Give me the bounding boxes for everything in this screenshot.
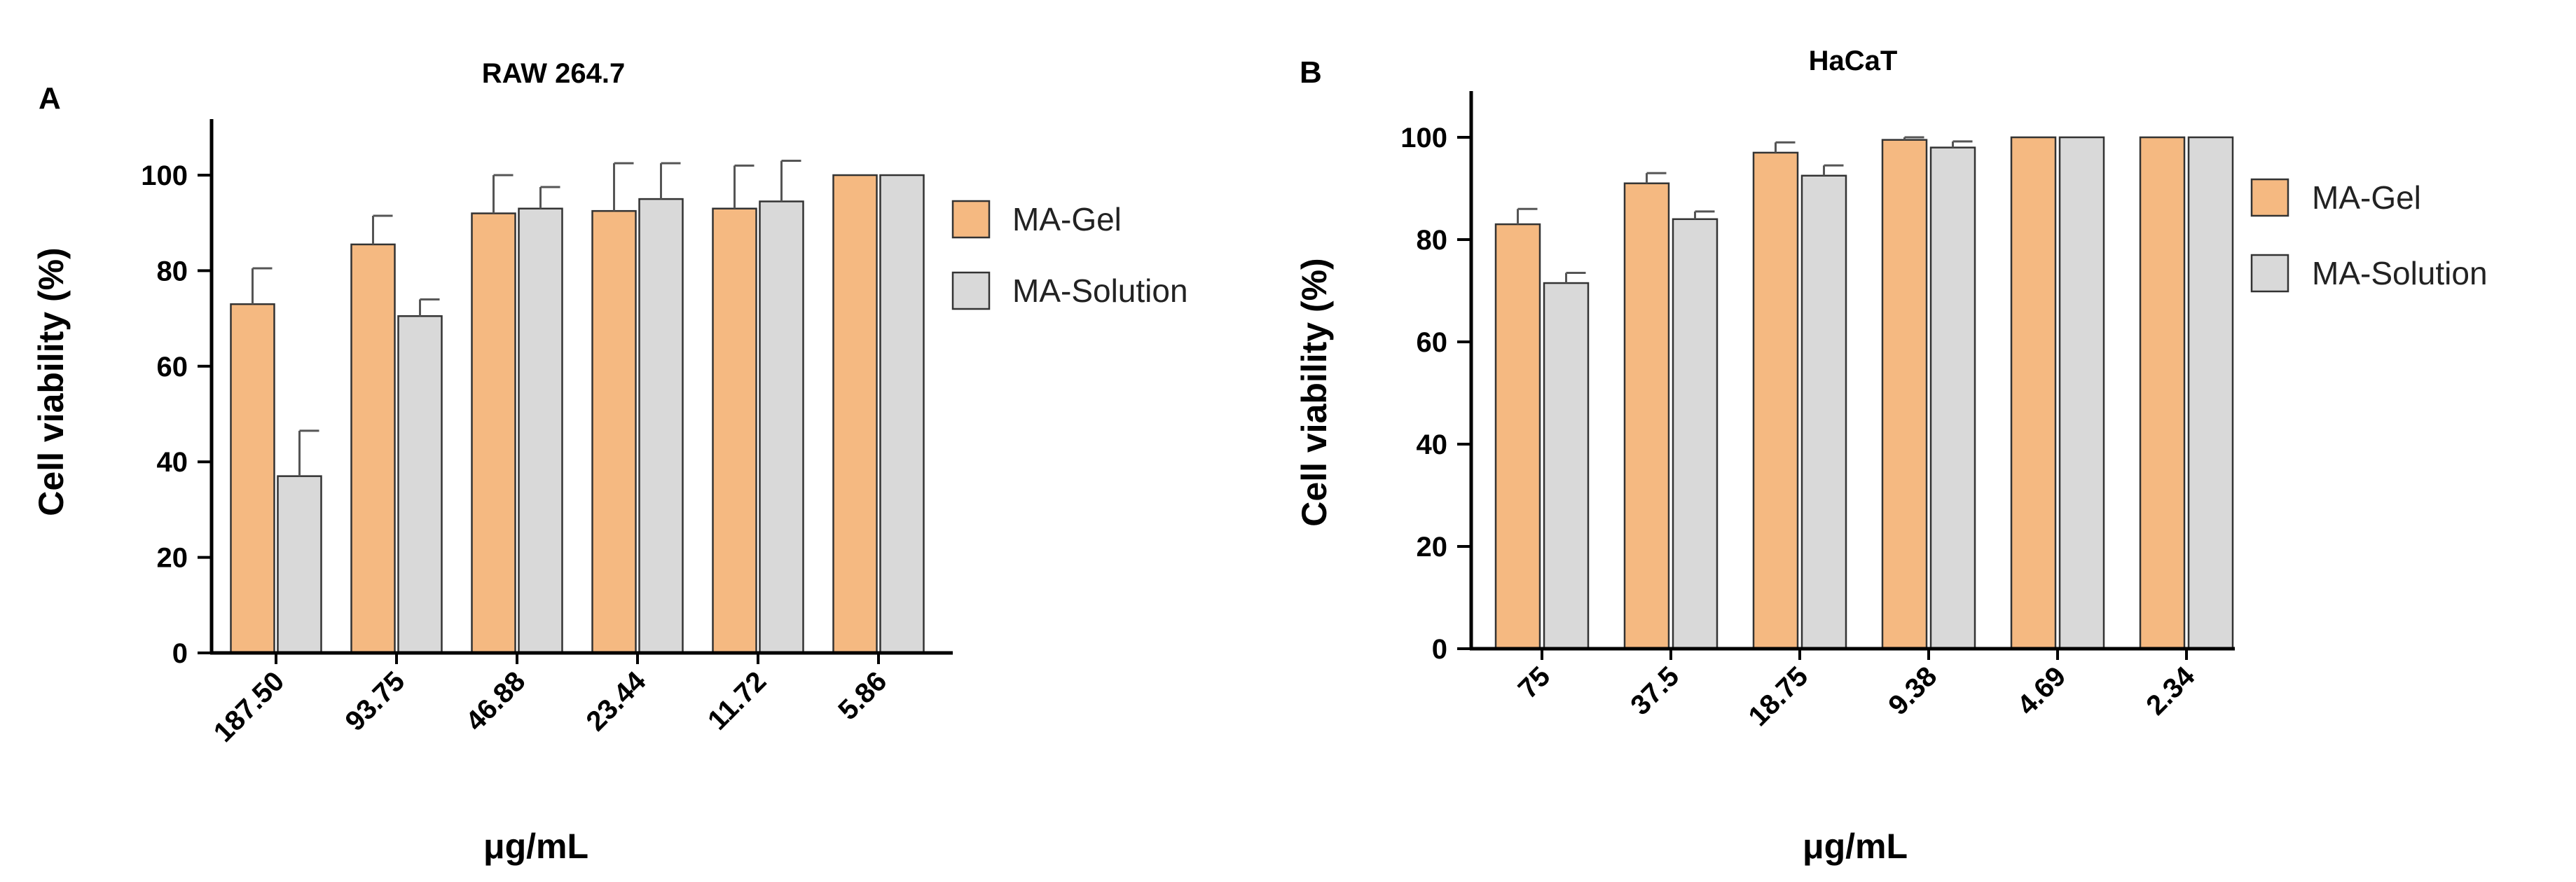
panel-b-ytick-label: 0 [1432,634,1447,665]
panel-a-bar-gel [591,209,637,654]
panel-b-letter: B [1300,55,1322,90]
panel-a-bars-layer [230,160,925,654]
panel-a-error-bar-solution [298,429,319,476]
panel-b-ytick-label: 80 [1417,225,1448,256]
panel-b-xtick-label: 37.5 [1625,661,1685,721]
panel-a-error-bar-solution [780,160,801,202]
panel-a-error-bar-gel [733,164,755,209]
panel-a-ytick-label: 40 [157,447,188,478]
panel-a-error-bar-gel [252,267,273,305]
panel-b-bar-solution [1543,282,1590,650]
panel-a-error-bar-solution [539,186,560,209]
panel-a-xtick-label: 5.86 [832,666,893,726]
panel-a-legend-solution-swatch [951,271,991,310]
panel-a-xtick-label: 93.75 [339,666,411,737]
panel-a-letter: A [39,81,61,116]
panel-a-legend-gel-swatch [951,200,991,239]
panel-b-xtick-label: 9.38 [1882,661,1943,721]
panel-b-bar-solution [1800,174,1847,650]
panel-a-bar-gel [350,243,396,654]
panel-a-xtick-label: 46.88 [460,666,531,737]
panel-b-xtick-label: 75 [1513,661,1557,705]
panel-a-bar-solution [277,475,322,654]
panel-a: A RAW 264.7 Cell viability (%) μg/mL 0 20… [32,58,1188,866]
panel-a-bar-solution [397,315,443,654]
panel-a-legend-solution-label: MA-Solution [1012,273,1188,309]
panel-a-ytick-label: 60 [157,352,188,383]
panel-a-xtick-label: 11.72 [702,666,772,736]
panel-a-xlabel: μg/mL [483,827,588,866]
panel-a-error-bar-solution [660,162,681,200]
panel-b-error-bar-solution [1823,164,1844,176]
panel-a-bar-gel [712,207,757,654]
panel-a-ytick-label: 20 [157,543,188,574]
panel-b-xticks-layer: 75 37.5 18.75 9.38 4.69 2.34 [1513,649,2201,732]
panel-b: B HaCaT Cell viability (%) μg/mL 0 20 40 60… [1295,46,2488,866]
panel-a-ylabel: Cell viability (%) [32,247,71,516]
panel-a-xticks-layer: 187.50 93.75 46.88 23.44 11.72 5.86 [208,653,893,748]
panel-b-legend-solution-swatch [2250,254,2289,293]
panel-a-bar-gel [230,303,275,654]
panel-a-bar-solution [759,200,804,654]
panel-b-ylabel: Cell viability (%) [1295,258,1334,526]
panel-b-bars-layer [1494,136,2234,650]
panel-b-error-bar-solution [1694,210,1715,219]
panel-b-legend-solution-label: MA-Solution [2312,255,2488,291]
panel-b-error-bar-solution [1565,271,1586,284]
panel-b-xtick-label: 4.69 [2011,661,2072,721]
panel-a-bar-solution [879,174,925,654]
panel-a-bar-solution [638,198,684,654]
panel-b-grid-layer: 0 20 40 60 80 100 [1400,123,1471,665]
panel-b-bar-gel [2010,136,2057,650]
panel-a-error-bar-solution [419,298,440,317]
panel-b-xtick-label: 18.75 [1742,661,1814,732]
panel-b-ytick-label: 60 [1417,327,1448,358]
panel-a-ytick-label: 0 [172,638,188,669]
panel-b-ytick-label: 100 [1400,123,1447,153]
panel-b-legend: MA-Gel MA-Solution [2250,178,2488,293]
panel-b-bar-gel [2139,136,2186,650]
panel-a-error-bar-gel [372,214,393,244]
panel-b-xlabel: μg/mL [1803,827,1908,866]
panel-b-error-bar-gel [1517,207,1538,225]
panel-a-legend: MA-Gel MA-Solution [951,200,1188,310]
panel-b-bar-gel [1881,139,1928,650]
panel-b-bar-gel [1494,223,1541,650]
panel-a-xtick-label: 23.44 [580,666,652,737]
panel-b-error-bar-gel [1646,172,1667,184]
panel-a-bar-solution [518,207,563,654]
panel-a-grid-layer: 0 20 40 60 80 100 [141,160,212,669]
panel-a-error-bar-gel [613,162,634,212]
panel-b-ytick-label: 20 [1417,532,1448,563]
panel-a-xtick-label: 187.50 [208,666,291,748]
panel-b-bar-solution [2058,136,2105,650]
panel-b-xtick-label: 2.34 [2140,661,2201,722]
panel-b-error-bar-solution [1952,140,1973,148]
panel-b-title: HaCaT [1809,46,1898,76]
panel-a-title: RAW 264.7 [482,58,626,89]
panel-a-bar-gel [471,212,516,654]
panel-b-ytick-label: 40 [1417,429,1448,460]
panel-b-bar-solution [1929,146,1976,650]
panel-b-legend-gel-label: MA-Gel [2312,179,2421,216]
panel-a-error-bar-gel [493,174,514,214]
panel-b-bar-solution [2187,136,2234,650]
panel-b-bar-gel [1752,151,1799,650]
panel-b-error-bar-gel [1775,141,1796,153]
panel-b-bar-solution [1672,218,1719,650]
panel-a-legend-gel-label: MA-Gel [1012,201,1122,237]
panel-a-ytick-label: 100 [141,160,188,191]
panel-a-ytick-label: 80 [157,256,188,287]
panel-b-bar-gel [1623,182,1670,650]
panel-b-error-bar-gel [1903,136,1924,140]
panel-b-legend-gel-swatch [2250,178,2289,217]
panel-a-bar-gel [832,174,878,654]
